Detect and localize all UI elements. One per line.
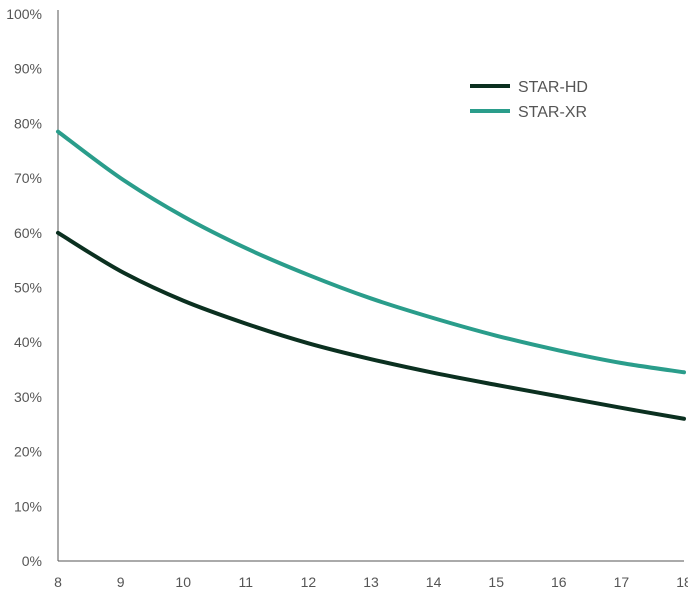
y-axis: 0% 10% 20% 30% 40% 50% 60% 70% 80% 90% 100% [6, 6, 59, 569]
x-tick-label: 16 [551, 574, 567, 590]
series-line-star-hd [56, 230, 686, 421]
y-tick-label: 40% [14, 334, 42, 350]
y-tick-label: 20% [14, 444, 42, 460]
legend-label: STAR-XR [518, 104, 587, 121]
series-line-star-xr [56, 129, 686, 375]
y-tick-label: 90% [14, 61, 42, 77]
x-tick-label: 9 [117, 574, 125, 590]
x-tick-label: 14 [426, 574, 442, 590]
y-tick-label: 80% [14, 115, 42, 131]
legend-label: STAR-HD [518, 79, 588, 96]
x-tick-label: 11 [239, 574, 254, 590]
x-tick-label: 18 [676, 574, 688, 590]
y-tick-label: 70% [14, 170, 42, 186]
x-tick-label: 8 [54, 574, 62, 590]
legend: STAR-HD STAR-XR [470, 79, 588, 121]
x-tick-label: 13 [363, 574, 379, 590]
x-tick-label: 15 [488, 574, 504, 590]
y-tick-label: 0% [22, 553, 42, 569]
y-tick-label: 50% [14, 280, 42, 296]
x-axis: 8 9 10 11 12 13 14 15 16 17 18 [54, 560, 688, 590]
x-tick-label: 10 [175, 574, 191, 590]
y-tick-label: 30% [14, 389, 42, 405]
y-tick-label: 100% [6, 6, 42, 22]
y-tick-label: 60% [14, 225, 42, 241]
x-tick-label: 17 [614, 574, 630, 590]
y-tick-label: 10% [14, 498, 42, 514]
series-lines [56, 129, 686, 421]
x-tick-label: 12 [301, 574, 317, 590]
